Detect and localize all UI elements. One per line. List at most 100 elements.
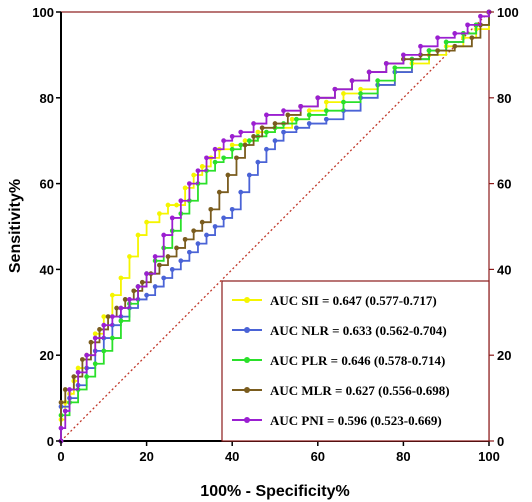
data-point: [199, 219, 205, 225]
right-y-tick-label: 20: [497, 348, 511, 363]
data-point: [341, 91, 346, 96]
data-point: [272, 121, 278, 126]
data-point: [58, 425, 64, 431]
data-point: [139, 279, 145, 285]
data-point: [157, 262, 162, 268]
data-point: [75, 369, 81, 375]
data-point: [135, 284, 141, 289]
data-point: [165, 202, 171, 208]
legend-box: [221, 280, 490, 442]
legend-item: AUC NLR = 0.633 (0.562-0.704): [232, 323, 447, 338]
data-point: [118, 318, 124, 324]
data-point: [294, 116, 299, 122]
y-tick-label: 100: [32, 5, 54, 20]
legend-label: AUC PNI = 0.596 (0.523-0.669): [270, 413, 442, 428]
data-point: [435, 48, 441, 54]
data-point: [229, 142, 235, 148]
data-point: [187, 181, 192, 187]
data-point: [323, 108, 329, 114]
data-point: [97, 327, 102, 332]
data-point: [443, 39, 449, 45]
data-point: [101, 314, 107, 319]
data-point: [212, 159, 218, 165]
data-point: [358, 91, 363, 96]
data-point: [264, 146, 269, 152]
data-point: [281, 129, 286, 135]
data-point: [221, 138, 227, 144]
data-point: [92, 331, 98, 337]
data-point: [152, 284, 158, 289]
data-point: [375, 78, 381, 84]
legend-swatch-marker: [244, 297, 250, 303]
right-y-tick-label: 100: [497, 5, 519, 20]
data-point: [452, 31, 458, 36]
data-point: [144, 219, 150, 225]
data-point: [246, 138, 252, 144]
data-point: [259, 125, 265, 131]
legend-swatch-marker: [244, 357, 250, 363]
data-point: [71, 374, 77, 380]
data-point: [101, 348, 107, 354]
data-point: [358, 86, 363, 92]
data-point: [418, 43, 423, 49]
data-point: [84, 352, 90, 358]
x-tick-label: 100: [478, 449, 500, 464]
legend-label: AUC SII = 0.647 (0.577-0.717): [270, 293, 437, 308]
data-point: [221, 155, 227, 161]
right-y-tick-label: 0: [497, 434, 504, 449]
data-point: [182, 236, 188, 242]
data-point: [221, 215, 227, 221]
data-point: [225, 172, 231, 178]
legend-item: AUC SII = 0.647 (0.577-0.717): [232, 293, 437, 308]
data-point: [298, 103, 304, 109]
data-point: [251, 121, 256, 126]
data-point: [161, 232, 167, 238]
right-y-tick-label: 80: [497, 91, 511, 106]
data-point: [187, 249, 192, 255]
data-point: [315, 95, 321, 101]
data-point: [84, 374, 90, 380]
data-point: [92, 361, 98, 367]
data-point: [204, 232, 209, 238]
data-point: [191, 172, 197, 178]
y-tick-label: 80: [40, 91, 54, 106]
data-point: [101, 322, 107, 328]
data-point: [135, 232, 141, 238]
data-point: [255, 129, 261, 135]
data-point: [255, 159, 261, 165]
data-point: [383, 61, 389, 66]
right-y-tick-label: 40: [497, 262, 511, 277]
data-point: [182, 185, 188, 191]
legend-label: AUC NLR = 0.633 (0.562-0.704): [270, 323, 447, 338]
data-point: [80, 357, 85, 362]
data-point: [264, 112, 269, 118]
data-point: [229, 206, 235, 212]
data-point: [478, 13, 483, 19]
data-point: [174, 202, 179, 208]
data-point: [229, 134, 235, 139]
legend-swatch-marker: [244, 387, 250, 393]
x-tick-label: 60: [311, 449, 325, 464]
data-point: [92, 335, 98, 341]
data-point: [341, 99, 346, 105]
series-5: [58, 9, 492, 444]
data-point: [238, 189, 244, 195]
data-point: [58, 399, 64, 405]
data-point: [174, 245, 179, 251]
data-point: [118, 305, 124, 311]
data-point: [169, 267, 175, 272]
data-point: [323, 99, 329, 105]
data-point: [306, 121, 312, 126]
data-point: [306, 108, 312, 114]
data-point: [114, 305, 120, 311]
x-tick-label: 80: [396, 449, 410, 464]
data-point: [109, 314, 115, 319]
data-point: [229, 146, 235, 152]
data-point: [242, 138, 248, 144]
data-point: [204, 155, 209, 161]
data-point: [294, 125, 299, 131]
y-axis-title: Sensitivity%: [7, 179, 24, 273]
data-point: [178, 198, 184, 204]
